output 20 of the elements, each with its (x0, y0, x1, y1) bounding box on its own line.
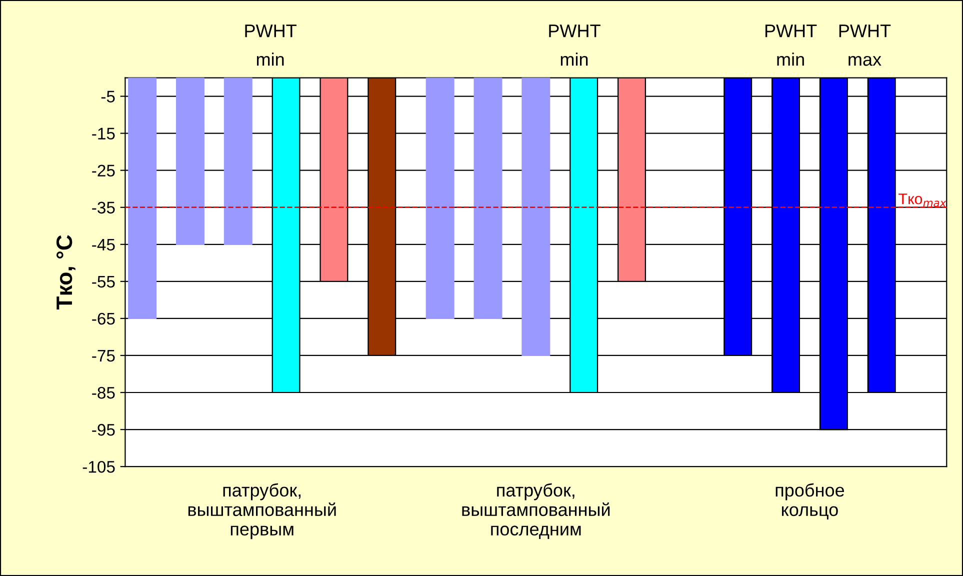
text: PWHT min (765, 24, 817, 66)
y-tick-label: -35 (92, 202, 115, 214)
y-tick-label: -75 (92, 350, 115, 362)
y-tick-label: -95 (92, 424, 115, 436)
text: PWHT max (839, 24, 891, 66)
x-tick-label: патрубок, выштампованный первым (188, 483, 336, 540)
text: PWHT min (245, 24, 296, 66)
y-tick-label: -105 (82, 460, 115, 473)
x-tick-label: патрубок, выштампованный последним (462, 483, 610, 539)
text: PWHT min (549, 24, 600, 66)
ref-line-label: Tко$_{max}$ (898, 194, 946, 207)
x-tick-label: пробное кольцо (776, 483, 844, 520)
y-tick-label: -55 (92, 276, 115, 288)
y-tick-label: -45 (92, 238, 115, 251)
y-tick-label: -25 (92, 164, 115, 177)
y-tick-label: -65 (92, 312, 115, 325)
y-tick-label: -5 (101, 90, 115, 102)
y-axis-title: Tко, °C (56, 235, 76, 310)
y-tick-label: -85 (92, 386, 115, 399)
y-tick-label: -15 (92, 128, 115, 140)
